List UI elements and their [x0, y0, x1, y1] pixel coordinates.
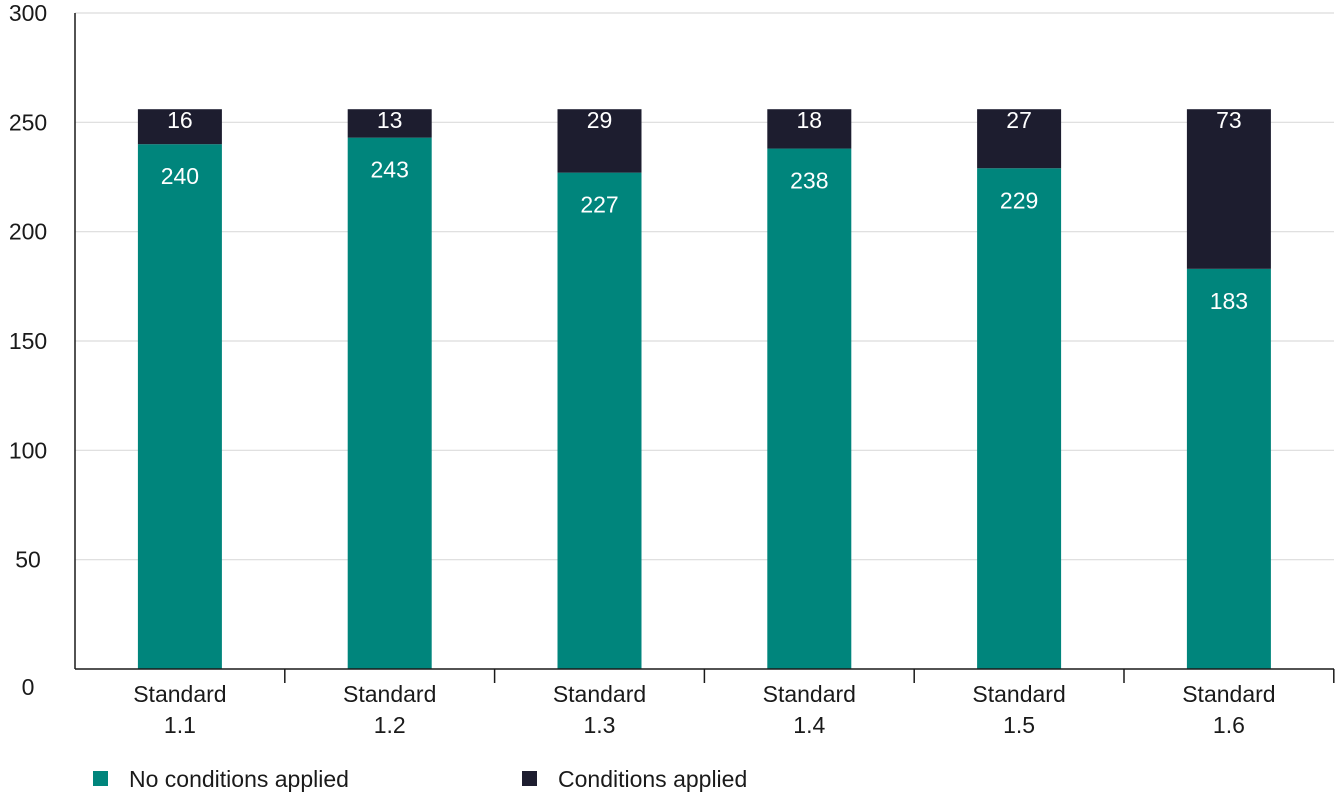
data-label: 243 — [371, 157, 409, 183]
x-category-label: 1.1 — [164, 712, 196, 738]
bar-segment-conditions — [1186, 109, 1271, 269]
data-label: 227 — [580, 192, 618, 218]
legend-label: No conditions applied — [129, 766, 349, 792]
data-label: 229 — [1000, 187, 1038, 213]
bar-segment-no-conditions — [557, 172, 642, 670]
bar-segment-conditions — [767, 109, 852, 149]
data-label: 183 — [1210, 288, 1248, 314]
legend-swatch — [522, 771, 537, 786]
data-label: 27 — [1006, 107, 1032, 133]
x-category-label: 1.4 — [793, 712, 825, 738]
bar-segment-conditions — [137, 109, 222, 145]
x-category-label: Standard — [553, 681, 646, 707]
bar-segment-no-conditions — [1186, 268, 1271, 669]
x-category-label: 1.2 — [374, 712, 406, 738]
data-label: 29 — [587, 107, 613, 133]
data-label: 18 — [797, 107, 823, 133]
y-tick-label: 150 — [9, 328, 47, 354]
data-label: 16 — [167, 107, 193, 133]
x-category-label: Standard — [972, 681, 1065, 707]
data-label: 73 — [1216, 107, 1242, 133]
x-category-label: Standard — [763, 681, 856, 707]
bars: 240 16 243 13 227 29 238 18 229 27 183 73 — [137, 107, 1271, 670]
bar-segment-conditions — [557, 109, 642, 173]
bar-segment-no-conditions — [347, 137, 432, 669]
x-category-label: 1.6 — [1213, 712, 1245, 738]
bar-segment-no-conditions — [137, 144, 222, 669]
x-category-label: Standard — [1182, 681, 1275, 707]
bar-segment-no-conditions — [767, 148, 852, 669]
axes — [74, 13, 1335, 683]
bar-segment-no-conditions — [977, 168, 1062, 669]
y-tick-label: 50 — [15, 547, 41, 573]
data-label: 240 — [161, 163, 199, 189]
bar-segment-conditions — [977, 109, 1062, 169]
x-category-label: Standard — [133, 681, 226, 707]
y-tick-label: 300 — [9, 0, 47, 26]
bar-segment-conditions — [347, 109, 432, 138]
y-tick-label: 250 — [9, 109, 47, 135]
x-axis-category-labels: Standard 1.1 Standard 1.2 Standard 1.3 Standar… — [133, 681, 1275, 738]
data-label: 238 — [790, 168, 828, 194]
x-category-label: Standard — [343, 681, 436, 707]
y-tick-label: 100 — [9, 437, 47, 463]
y-tick-label: 200 — [9, 219, 47, 245]
gridlines — [75, 12, 1334, 561]
y-tick-label: 0 — [22, 674, 35, 700]
x-category-label: 1.3 — [584, 712, 616, 738]
legend-label: Conditions applied — [558, 766, 747, 792]
y-axis-tick-labels: 0 50 100 150 200 250 300 — [9, 0, 47, 700]
legend-swatch — [93, 771, 108, 786]
x-category-label: 1.5 — [1003, 712, 1035, 738]
data-label: 13 — [377, 107, 403, 133]
legend: No conditions applied Conditions applied — [93, 766, 747, 792]
